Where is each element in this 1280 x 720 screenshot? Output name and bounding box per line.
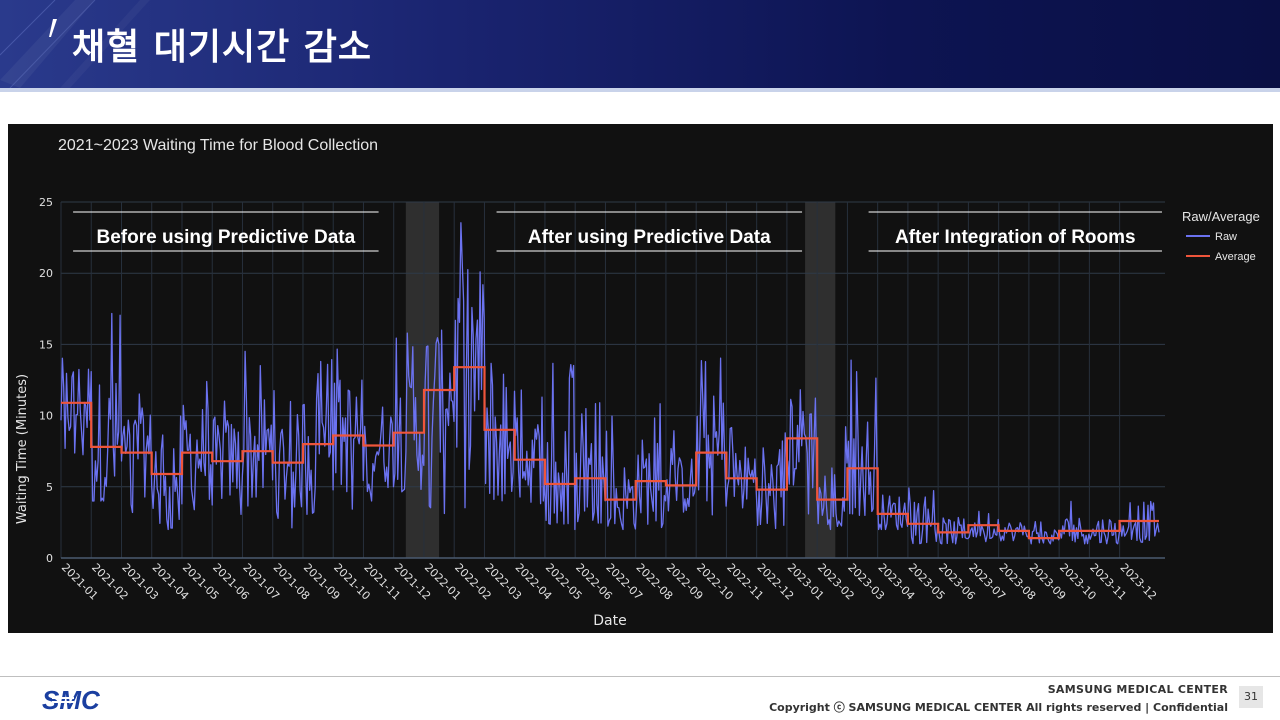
banner-decoration bbox=[0, 0, 150, 88]
annotation-label: After using Predictive Data bbox=[528, 227, 771, 248]
annotation-label: After Integration of Rooms bbox=[895, 227, 1136, 248]
legend: Raw/Average Raw Average bbox=[1182, 209, 1260, 263]
svg-text:SMC: SMC bbox=[42, 686, 101, 714]
chart-title: 2021~2023 Waiting Time for Blood Collect… bbox=[58, 137, 378, 154]
title-tick-icon bbox=[49, 19, 57, 37]
footer-copyright: Copyright ⓒ SAMSUNG MEDICAL CENTER All r… bbox=[769, 701, 1228, 714]
y-tick-label: 20 bbox=[39, 267, 53, 280]
legend-average-label[interactable]: Average bbox=[1215, 251, 1256, 263]
average-series-line bbox=[61, 366, 1159, 540]
banner-divider bbox=[0, 88, 1280, 92]
title-banner: 채혈 대기시간 감소 bbox=[0, 0, 1280, 88]
slide-title: 채혈 대기시간 감소 bbox=[72, 27, 373, 68]
y-tick-label: 10 bbox=[39, 410, 53, 423]
waiting-time-chart: 2021~2023 Waiting Time for Blood Collect… bbox=[15, 137, 1260, 629]
y-axis-label: Waiting Time (Minutes) bbox=[15, 374, 30, 524]
annotation-label: Before using Predictive Data bbox=[96, 227, 355, 248]
raw-series-line bbox=[60, 222, 1160, 545]
y-tick-label: 5 bbox=[46, 481, 53, 494]
x-axis-label: Date bbox=[593, 613, 626, 629]
legend-title: Raw/Average bbox=[1182, 209, 1260, 224]
page-number: 31 bbox=[1239, 686, 1263, 708]
chart-panel: 2021~2023 Waiting Time for Blood Collect… bbox=[8, 124, 1273, 633]
footer-company: SAMSUNG MEDICAL CENTER bbox=[1047, 683, 1228, 696]
legend-raw-label[interactable]: Raw bbox=[1215, 231, 1237, 243]
y-tick-label: 25 bbox=[39, 196, 53, 209]
smc-logo: SMC bbox=[42, 686, 101, 714]
y-tick-label: 15 bbox=[39, 338, 53, 351]
y-tick-label: 0 bbox=[46, 552, 53, 565]
footer-divider bbox=[0, 676, 1280, 677]
